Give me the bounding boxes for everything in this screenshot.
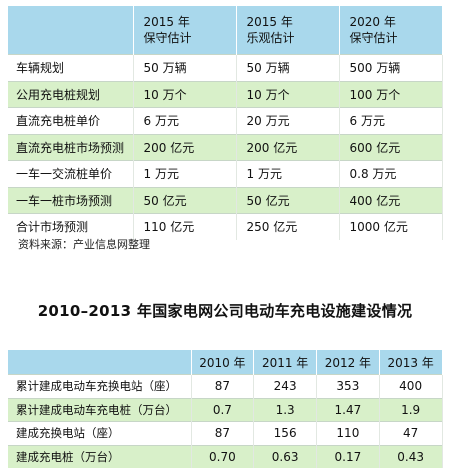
table-cell: 353 <box>316 374 380 398</box>
table-cell: 50 亿元 <box>133 186 237 214</box>
table-cell: 250 亿元 <box>236 213 340 240</box>
header-cell: 2015 年保守估计 <box>133 6 237 55</box>
table-cell: 50 亿元 <box>236 186 340 214</box>
table-cell: 0.17 <box>316 444 380 468</box>
table-row: 车辆规划 50 万辆 50 万辆 500 万辆 <box>8 54 443 81</box>
row-label: 建成充电桩（万台） <box>8 444 192 468</box>
table-cell: 6 万元 <box>339 107 443 134</box>
table-row: 一车一交流桩单价 1 万元 1 万元 0.8 万元 <box>8 160 443 187</box>
table-cell: 87 <box>191 374 255 398</box>
header-year: 2015 年 <box>143 15 190 29</box>
table-body: 累计建成电动车充换电站（座） 87 243 353 400 累计建成电动车充电桩（万台） 0… <box>8 374 443 468</box>
row-label: 一车一桩市场预测 <box>8 186 134 214</box>
header-cell: 2010 年 <box>191 350 255 375</box>
table-cell: 1 万元 <box>236 160 340 187</box>
row-label: 合计市场预测 <box>8 213 134 240</box>
table-cell: 20 万元 <box>236 107 340 134</box>
table-row: 累计建成电动车充电桩（万台） 0.7 1.3 1.47 1.9 <box>8 397 443 422</box>
table-cell: 87 <box>191 421 255 445</box>
charging-facilities-table: 2010 年 2011 年 2012 年 2013 年 累计建成电动车充换电站（座） 8… <box>8 350 443 468</box>
header-cell: 2015 年乐观估计 <box>236 6 340 55</box>
row-label: 累计建成电动车充换电站（座） <box>8 374 192 398</box>
header-scenario: 乐观估计 <box>246 31 295 45</box>
table-cell: 243 <box>253 374 317 398</box>
table-row: 建成充换电站（座） 87 156 110 47 <box>8 421 443 445</box>
table-cell: 156 <box>253 421 317 445</box>
row-label: 公用充电桩规划 <box>8 80 134 108</box>
table-cell: 400 亿元 <box>339 186 443 214</box>
table-cell: 0.8 万元 <box>339 160 443 187</box>
table-cell: 1.9 <box>379 397 443 422</box>
table-row: 直流充电桩单价 6 万元 20 万元 6 万元 <box>8 107 443 134</box>
table-cell: 110 亿元 <box>133 213 237 240</box>
table-cell: 0.7 <box>191 397 255 422</box>
header-cell-blank <box>8 6 134 55</box>
table-row: 一车一桩市场预测 50 亿元 50 亿元 400 亿元 <box>8 186 443 214</box>
source-note: 资料来源：产业信息网整理 <box>18 238 150 251</box>
table-cell: 10 万个 <box>236 80 340 108</box>
table-cell: 500 万辆 <box>339 54 443 81</box>
table-row: 直流充电桩市场预测 200 亿元 200 亿元 600 亿元 <box>8 133 443 161</box>
header-cell-blank <box>8 350 192 375</box>
header-year: 2015 年 <box>246 15 293 29</box>
header-cell: 2020 年保守估计 <box>339 6 443 55</box>
header-cell: 2013 年 <box>379 350 443 375</box>
table-cell: 400 <box>379 374 443 398</box>
table-cell: 47 <box>379 421 443 445</box>
header-scenario: 保守估计 <box>349 31 398 45</box>
table-row: 建成充电桩（万台） 0.70 0.63 0.17 0.43 <box>8 444 443 468</box>
table-cell: 100 万个 <box>339 80 443 108</box>
header-scenario: 保守估计 <box>143 31 192 45</box>
table-cell: 0.70 <box>191 444 255 468</box>
table-cell: 200 亿元 <box>236 133 340 161</box>
table-cell: 6 万元 <box>133 107 237 134</box>
table-row: 合计市场预测 110 亿元 250 亿元 1000 亿元 <box>8 213 443 240</box>
market-forecast-table: 2015 年保守估计 2015 年乐观估计 2020 年保守估计 车辆规划 50 … <box>8 6 443 240</box>
table-body: 车辆规划 50 万辆 50 万辆 500 万辆 公用充电桩规划 10 万个 10 万个 100… <box>8 54 443 240</box>
row-label: 累计建成电动车充电桩（万台） <box>8 397 192 422</box>
row-label: 车辆规划 <box>8 54 134 81</box>
row-label: 直流充电桩市场预测 <box>8 133 134 161</box>
table-cell: 600 亿元 <box>339 133 443 161</box>
table-row: 公用充电桩规划 10 万个 10 万个 100 万个 <box>8 80 443 108</box>
table-cell: 0.43 <box>379 444 443 468</box>
section-title: 2010–2013 年国家电网公司电动车充电设施建设情况 <box>37 302 413 320</box>
row-label: 一车一交流桩单价 <box>8 160 134 187</box>
table-cell: 1000 亿元 <box>339 213 443 240</box>
row-label: 建成充换电站（座） <box>8 421 192 445</box>
table-header-row: 2010 年 2011 年 2012 年 2013 年 <box>8 350 443 375</box>
table-header-row: 2015 年保守估计 2015 年乐观估计 2020 年保守估计 <box>8 6 443 55</box>
header-cell: 2011 年 <box>253 350 317 375</box>
table-cell: 110 <box>316 421 380 445</box>
table-cell: 1.47 <box>316 397 380 422</box>
header-year: 2020 年 <box>349 15 396 29</box>
table-cell: 50 万辆 <box>236 54 340 81</box>
header-cell: 2012 年 <box>316 350 380 375</box>
table-cell: 1.3 <box>253 397 317 422</box>
table-cell: 10 万个 <box>133 80 237 108</box>
table-cell: 200 亿元 <box>133 133 237 161</box>
row-label: 直流充电桩单价 <box>8 107 134 134</box>
table-row: 累计建成电动车充换电站（座） 87 243 353 400 <box>8 374 443 398</box>
table-cell: 1 万元 <box>133 160 237 187</box>
table-cell: 0.63 <box>253 444 317 468</box>
table-cell: 50 万辆 <box>133 54 237 81</box>
